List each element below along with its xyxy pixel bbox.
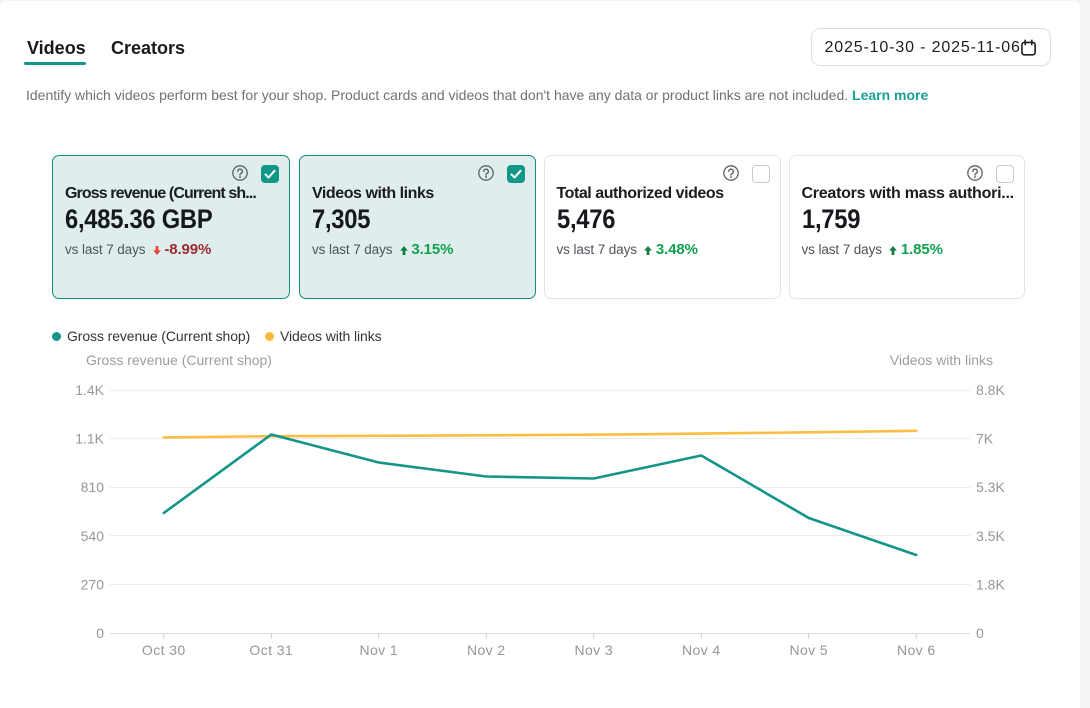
svg-text:Nov 6: Nov 6 — [897, 642, 936, 658]
svg-text:Nov 5: Nov 5 — [789, 642, 828, 658]
svg-text:270: 270 — [81, 576, 105, 592]
svg-text:3.5K: 3.5K — [976, 528, 1005, 544]
svg-text:540: 540 — [81, 528, 105, 544]
svg-text:0: 0 — [96, 625, 104, 641]
svg-text:Nov 3: Nov 3 — [574, 642, 613, 658]
svg-text:Oct 30: Oct 30 — [142, 642, 186, 658]
svg-text:Gross revenue (Current shop): Gross revenue (Current shop) — [86, 352, 272, 368]
svg-text:Nov 2: Nov 2 — [467, 642, 506, 658]
svg-text:1.1K: 1.1K — [75, 431, 104, 447]
svg-text:Nov 1: Nov 1 — [359, 642, 398, 658]
svg-text:Videos with links: Videos with links — [890, 352, 993, 368]
svg-text:810: 810 — [81, 479, 105, 495]
svg-text:Oct 31: Oct 31 — [249, 642, 293, 658]
svg-text:1.8K: 1.8K — [976, 576, 1005, 592]
svg-text:7K: 7K — [976, 431, 994, 447]
svg-text:8.8K: 8.8K — [976, 382, 1005, 398]
svg-text:5.3K: 5.3K — [976, 479, 1005, 495]
svg-text:Nov 4: Nov 4 — [682, 642, 721, 658]
svg-text:1.4K: 1.4K — [75, 382, 104, 398]
svg-text:0: 0 — [976, 625, 984, 641]
